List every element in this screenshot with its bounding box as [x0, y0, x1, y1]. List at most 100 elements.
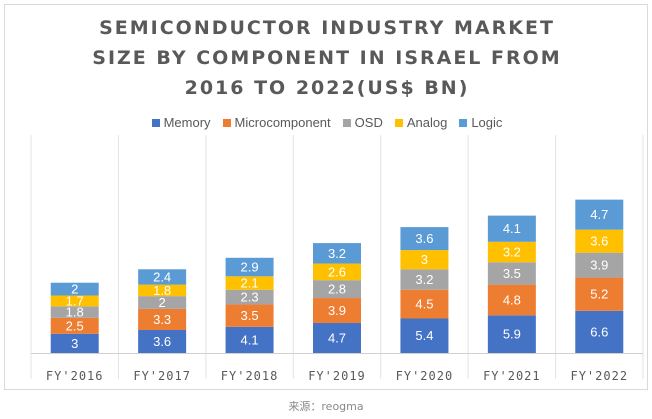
chart-frame: SEMICONDUCTOR INDUSTRY MARKET SIZE BY CO… [4, 4, 648, 390]
chart-title-line-2: SIZE BY COMPONENT IN ISRAEL FROM [92, 47, 562, 69]
x-tick-label-0: FY'2016 [46, 369, 104, 383]
legend-label-microcomponent: Microcomponent [234, 115, 331, 130]
chart-legend: Memory Microcomponent OSD Analog Logic [5, 115, 649, 130]
x-tick-label-4: FY'2020 [396, 369, 454, 383]
data-label-analog-4: 3 [421, 252, 428, 267]
data-label-logic-5: 4.1 [503, 221, 521, 236]
data-label-memory-0: 3 [71, 336, 78, 351]
legend-swatch-memory [151, 118, 160, 127]
legend-swatch-logic [459, 118, 468, 127]
data-label-osd-4: 3.2 [415, 272, 433, 287]
bar-segment-memory-1 [138, 329, 187, 353]
data-label-microcomponent-2: 3.5 [241, 308, 259, 323]
legend-label-osd: OSD [354, 115, 383, 130]
data-label-logic-3: 3.2 [328, 246, 346, 261]
data-label-analog-1: 1.8 [153, 283, 171, 298]
bar-segment-osd-0 [50, 306, 99, 318]
bar-segment-memory-2 [225, 326, 274, 353]
data-label-logic-2: 2.9 [241, 260, 259, 275]
source-caption: 来源：reogma [288, 400, 364, 413]
data-label-microcomponent-0: 2.5 [66, 318, 84, 333]
legend-item-osd: OSD [342, 115, 383, 130]
bar-segment-memory-4 [400, 318, 449, 353]
bar-segment-analog-5 [487, 241, 536, 263]
data-label-analog-5: 3.2 [503, 245, 521, 260]
data-label-analog-6: 3.6 [590, 234, 608, 249]
data-label-analog-3: 2.6 [328, 264, 346, 279]
legend-label-analog: Analog [406, 115, 448, 130]
bar-segment-logic-6 [575, 199, 624, 230]
x-tick-label-2: FY'2018 [221, 369, 279, 383]
data-label-microcomponent-4: 4.5 [415, 297, 433, 312]
bar-segment-osd-1 [138, 296, 187, 309]
bar-segment-logic-1 [138, 269, 187, 285]
bar-segment-osd-3 [313, 280, 361, 299]
data-label-logic-0: 2 [71, 282, 78, 297]
legend-item-microcomponent: Microcomponent [222, 115, 331, 130]
data-label-osd-6: 3.9 [590, 258, 608, 273]
bar-segment-memory-5 [487, 315, 536, 353]
data-label-microcomponent-1: 3.3 [153, 312, 171, 327]
bar-segment-memory-6 [575, 310, 624, 353]
bar-segment-logic-3 [313, 243, 361, 264]
bar-segment-microcomponent-3 [313, 298, 361, 323]
legend-item-analog: Analog [394, 115, 448, 130]
data-label-osd-0: 1.8 [66, 305, 84, 320]
x-tick-label-3: FY'2019 [308, 369, 366, 383]
legend-label-memory: Memory [163, 115, 211, 130]
data-label-logic-4: 3.6 [415, 231, 433, 246]
legend-item-memory: Memory [151, 115, 211, 130]
bar-segment-logic-4 [400, 227, 449, 251]
bar-segment-microcomponent-1 [138, 308, 187, 330]
data-label-osd-1: 2 [159, 295, 166, 310]
data-label-memory-2: 4.1 [241, 332, 259, 347]
bar-segment-microcomponent-5 [487, 284, 536, 316]
bar-segment-microcomponent-2 [225, 304, 274, 327]
data-label-osd-3: 2.8 [328, 282, 346, 297]
data-label-analog-2: 2.1 [241, 276, 259, 291]
bar-segment-microcomponent-6 [575, 277, 624, 311]
x-tick-label-5: FY'2021 [483, 369, 541, 383]
bar-segment-logic-5 [487, 215, 536, 242]
legend-swatch-microcomponent [222, 118, 231, 127]
data-label-memory-5: 5.9 [503, 327, 521, 342]
bar-segment-analog-1 [138, 284, 187, 297]
legend-swatch-analog [394, 118, 403, 127]
data-label-microcomponent-3: 3.9 [328, 303, 346, 318]
data-label-microcomponent-5: 4.8 [503, 292, 521, 307]
data-label-logic-1: 2.4 [153, 269, 171, 284]
bar-segment-analog-4 [400, 250, 449, 270]
data-label-memory-4: 5.4 [415, 328, 433, 343]
data-label-memory-3: 4.7 [328, 330, 346, 345]
bar-segment-analog-0 [50, 295, 99, 307]
bar-segment-memory-3 [313, 322, 361, 353]
bar-segment-logic-2 [225, 257, 274, 277]
bar-segment-microcomponent-0 [50, 317, 99, 334]
legend-item-logic: Logic [459, 115, 502, 130]
data-label-memory-1: 3.6 [153, 334, 171, 349]
bar-segment-logic-0 [50, 282, 99, 296]
bar-segment-analog-6 [575, 229, 624, 253]
data-label-memory-6: 6.6 [590, 324, 608, 339]
data-label-logic-6: 4.7 [590, 207, 608, 222]
bar-segment-osd-6 [575, 252, 624, 278]
bar-segment-osd-2 [225, 289, 274, 305]
bar-segment-analog-2 [225, 276, 274, 290]
data-label-microcomponent-6: 5.2 [590, 287, 608, 302]
plot-area: 32.51.81.72FY'20163.63.321.82.4FY'20174.… [30, 135, 644, 383]
data-label-osd-5: 3.5 [503, 266, 521, 281]
legend-label-logic: Logic [471, 115, 503, 130]
data-label-analog-0: 1.7 [66, 293, 84, 308]
bar-segment-microcomponent-4 [400, 289, 449, 319]
data-label-osd-2: 2.3 [241, 290, 259, 305]
chart-title-line-1: SEMICONDUCTOR INDUSTRY MARKET [99, 17, 555, 39]
bar-segment-osd-5 [487, 262, 536, 285]
chart-title: SEMICONDUCTOR INDUSTRY MARKET SIZE BY CO… [5, 13, 649, 103]
x-tick-label-1: FY'2017 [133, 369, 191, 383]
bar-segment-analog-3 [313, 263, 361, 281]
bar-segment-memory-0 [50, 333, 99, 353]
bar-segment-osd-4 [400, 269, 449, 290]
x-tick-label-6: FY'2022 [570, 369, 628, 383]
chart-title-line-3: 2016 TO 2022(US$ BN) [184, 77, 470, 99]
legend-swatch-osd [342, 118, 351, 127]
